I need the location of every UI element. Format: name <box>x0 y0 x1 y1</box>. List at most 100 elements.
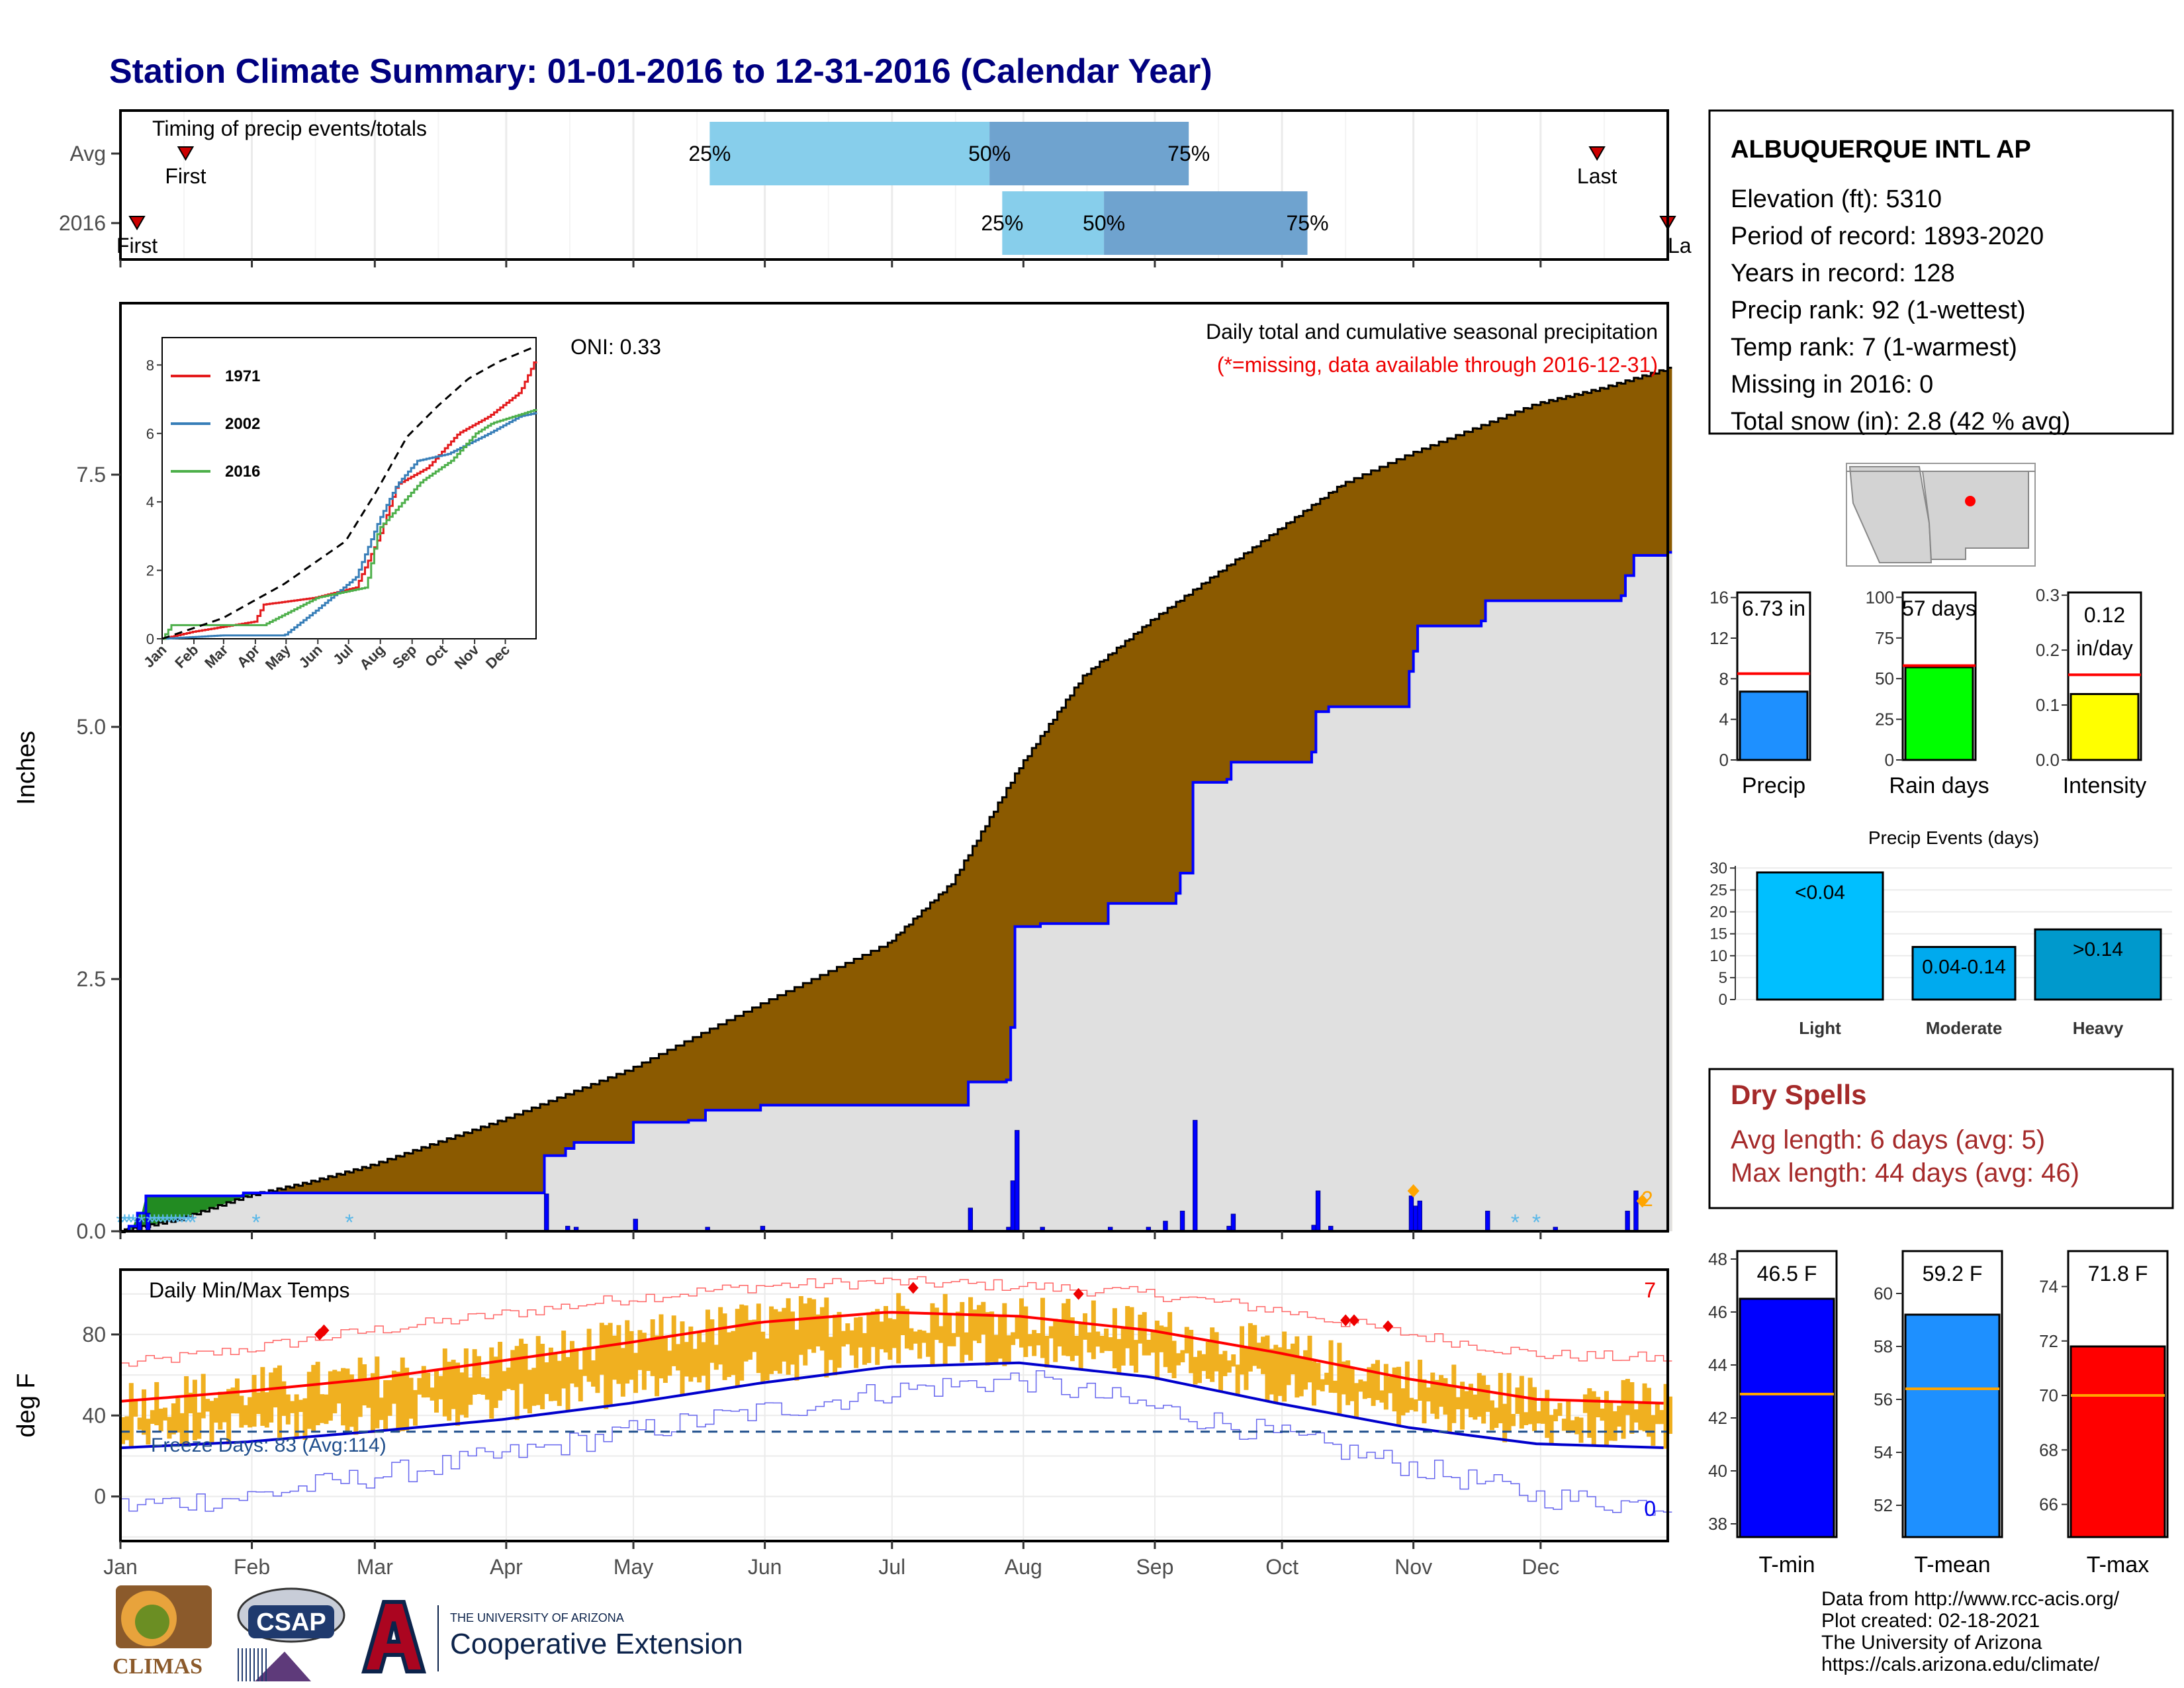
y-tick-label: 68 <box>2039 1440 2058 1460</box>
y-tick-label: 40 <box>1708 1461 1727 1481</box>
y-tick-label: 52 <box>1874 1495 1893 1515</box>
daily-temp-range-bar <box>531 1368 537 1406</box>
daily-temp-range-bar <box>1473 1394 1478 1420</box>
daily-temp-range-bar <box>1180 1350 1185 1362</box>
record-high-marker <box>1073 1288 1084 1300</box>
snow-marker <box>1407 1184 1420 1198</box>
y-tick-label: 46 <box>1708 1302 1727 1322</box>
daily-temp-range-bar <box>332 1370 338 1414</box>
footer: Data from http://www.rcc-acis.org/Plot c… <box>113 1585 2120 1681</box>
daily-temp-range-bar <box>862 1333 867 1365</box>
daily-temp-range-bar <box>951 1333 956 1346</box>
daily-temp-range-bar <box>1646 1387 1651 1437</box>
daily-temp-range-bar <box>676 1344 681 1371</box>
daily-temp-range-bar <box>205 1399 210 1412</box>
daily-temp-range-bar <box>713 1344 719 1370</box>
daily-temp-range-bar <box>285 1394 291 1425</box>
daily-temp-range-bar <box>786 1298 791 1375</box>
daily-temp-range-bar <box>463 1348 469 1418</box>
month-label: Sep <box>1136 1555 1173 1579</box>
y-tick-label: 48 <box>1708 1249 1727 1269</box>
daily-temp-range-bar <box>1062 1303 1067 1356</box>
daily-temp-range-bar <box>1371 1364 1376 1406</box>
daily-temp-range-bar <box>595 1346 600 1393</box>
daily-temp-range-bar <box>633 1352 639 1393</box>
daily-temp-range-bar <box>1053 1319 1058 1362</box>
daily-temp-range-bar <box>629 1331 634 1380</box>
month-label: Dec <box>1522 1555 1559 1579</box>
daily-temp-range-bar <box>667 1350 672 1376</box>
mini_intensity-value-unit: in/day <box>2076 636 2132 660</box>
events-title: Precip Events (days) <box>1868 827 2039 848</box>
temp-value-label: 46.5 F <box>1757 1262 1817 1286</box>
daily-temp-range-bar <box>1566 1401 1571 1433</box>
daily-temp-range-bar <box>133 1399 138 1417</box>
daily-temp-range-bar <box>1231 1354 1236 1367</box>
month-label: Apr <box>490 1555 523 1579</box>
daily-temp-range-bar <box>535 1336 541 1405</box>
daily-temp-range-bar <box>726 1332 731 1378</box>
daily-temp-range-bar <box>1222 1350 1228 1376</box>
precip-subtitle: Daily total and cumulative seasonal prec… <box>1206 320 1658 344</box>
inset-frame <box>161 337 537 639</box>
precip-ylabel: Inches <box>13 731 40 805</box>
last-label: La <box>1668 234 1692 258</box>
mini_raindays-value-label: 57 days <box>1902 596 1976 620</box>
daily-temp-range-bar <box>519 1338 524 1384</box>
month-label: Feb <box>234 1555 270 1579</box>
csap-logo-badge <box>248 1605 334 1638</box>
daily-temp-range-bar <box>616 1325 621 1384</box>
daily-temp-range-bar <box>1295 1336 1300 1398</box>
daily-temp-range-bar <box>150 1410 155 1424</box>
daily-temp-range-bar <box>345 1368 350 1433</box>
daily-temp-range-bar <box>1527 1378 1533 1425</box>
y-tick-label: 16 <box>1709 588 1729 608</box>
first-label: First <box>116 234 158 258</box>
daily-temp-range-bar <box>879 1321 884 1350</box>
daily-temp-range-bar <box>510 1350 516 1391</box>
daily-temp-range-bar <box>1519 1376 1524 1429</box>
daily-temp-range-bar <box>993 1335 999 1363</box>
events-bar <box>2034 928 2162 1001</box>
daily-temp-range-bar <box>1439 1375 1444 1407</box>
daily-temp-range-bar <box>430 1387 435 1401</box>
record-low-count: 0 <box>1644 1497 1656 1521</box>
daily-temp-range-bar <box>655 1335 660 1397</box>
daily-temp-range-bar <box>824 1297 829 1378</box>
daily-precip-bar <box>1413 1205 1418 1232</box>
trace-marker: * <box>154 1210 163 1235</box>
daily-temp-range-bar <box>891 1319 897 1348</box>
trace-marker: * <box>184 1210 193 1235</box>
daily-temp-range-bar <box>769 1306 774 1374</box>
daily-temp-range-bar <box>451 1360 456 1409</box>
daily-temp-range-bar <box>493 1356 498 1408</box>
trace-marker: * <box>137 1210 146 1235</box>
daily-temp-range-bar <box>188 1392 193 1414</box>
daily-temp-range-bar <box>1600 1408 1605 1421</box>
daily-temp-range-bar <box>375 1356 380 1429</box>
daily-temp-range-bar <box>137 1417 142 1430</box>
daily-temp-range-bar <box>290 1401 295 1413</box>
daily-temp-range-bar <box>760 1331 766 1383</box>
dry-spells-max: Max length: 44 days (avg: 46) <box>1731 1158 2079 1188</box>
daily-temp-range-bar <box>1175 1353 1181 1366</box>
daily-temp-range-bar <box>773 1309 778 1371</box>
daily-temp-range-bar <box>1040 1297 1045 1358</box>
daily-temp-range-bar <box>1163 1327 1168 1368</box>
daily-temp-range-bar <box>1015 1317 1020 1339</box>
daily-temp-range-bar <box>887 1318 893 1360</box>
daily-temp-range-bar <box>1510 1414 1516 1427</box>
daily-temp-range-bar <box>498 1342 503 1401</box>
daily-temp-range-bar <box>1668 1396 1672 1434</box>
temp-bar-label: T-max <box>2087 1552 2149 1577</box>
daily-temp-range-bar <box>803 1303 808 1366</box>
daily-temp-range-bar <box>1108 1337 1113 1351</box>
daily-temp-range-bar <box>1044 1335 1050 1368</box>
daily-temp-range-bar <box>1286 1349 1291 1385</box>
mini_precip-value-label: 6.73 in <box>1742 596 1805 620</box>
daily-temp-range-bar <box>930 1303 935 1366</box>
footer-line: Plot created: 02-18-2021 <box>1821 1610 2040 1632</box>
daily-temp-range-bar <box>1379 1390 1385 1403</box>
daily-temp-range-bar <box>1404 1361 1410 1413</box>
daily-temp-range-bar <box>819 1307 825 1351</box>
